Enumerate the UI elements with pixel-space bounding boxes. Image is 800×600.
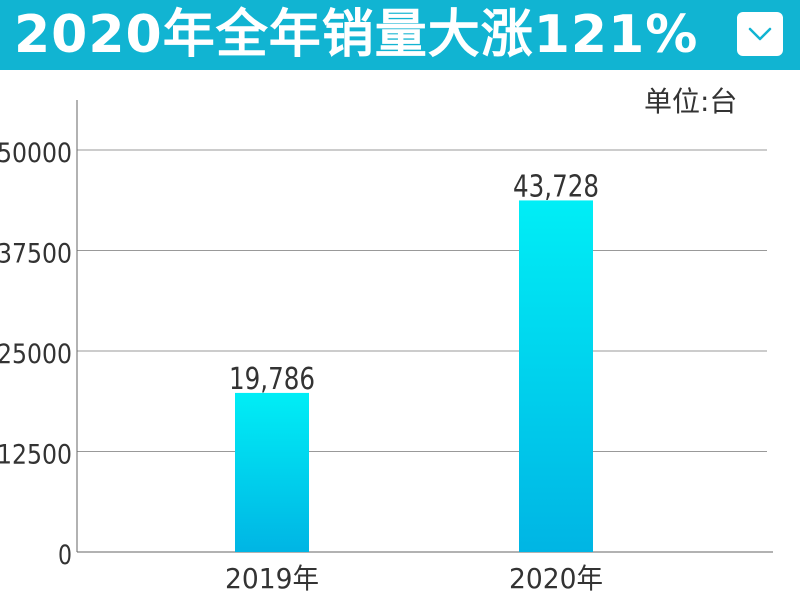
y-tick-label: 0 [58,540,72,571]
y-tick-label: 37500 [0,239,72,270]
bar [235,392,309,552]
labels: 0 12500 25000 37500 50000 19,786 2019年 43,728 20… [0,138,603,595]
x-tick-label: 2020年 [509,562,603,595]
bars [235,200,593,552]
grid-lines [77,149,767,452]
header-banner: 2020年全年销量大涨121% [0,0,800,70]
axes [76,100,773,553]
y-tick-label: 50000 [0,138,72,169]
y-tick-label: 12500 [0,440,72,471]
bar [519,200,593,552]
y-tick-label: 25000 [0,339,72,370]
unit-label: 单位:台 [644,85,738,118]
chevron-down-icon [748,27,772,41]
dropdown-button[interactable] [737,12,783,56]
data-label: 19,786 [229,362,315,397]
bar-chart: 0 12500 25000 37500 50000 19,786 2019年 43,728 20… [0,100,773,595]
x-tick-label: 2019年 [225,562,319,595]
page-title: 2020年全年销量大涨121% [14,5,699,65]
data-label: 43,728 [513,169,599,204]
